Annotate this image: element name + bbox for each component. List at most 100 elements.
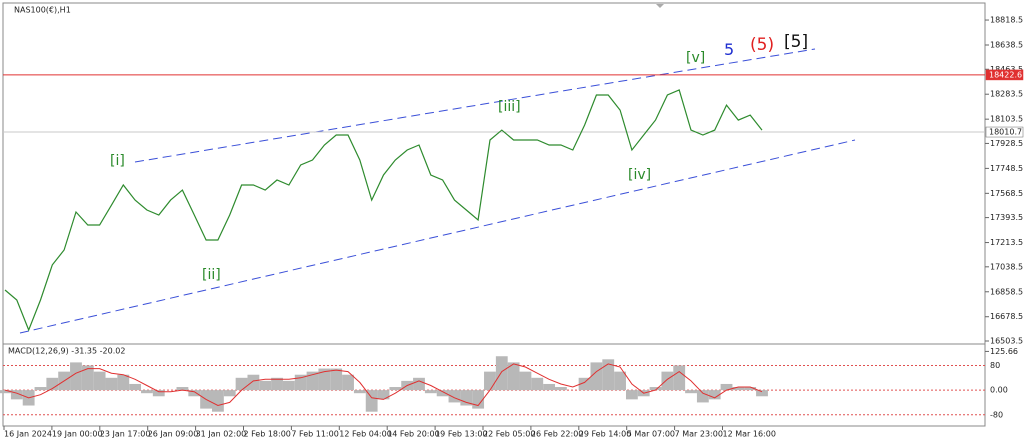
macd-bar xyxy=(531,377,544,391)
macd-bar xyxy=(271,377,283,391)
wave-label: [5] xyxy=(784,32,808,52)
macd-bar xyxy=(555,387,567,391)
macd-bar xyxy=(93,371,106,391)
price-level-label: 18010.7 xyxy=(989,128,1022,137)
x-tick-label: 29 Feb 14:00 xyxy=(579,430,631,439)
y-tick-label: 18818.5 xyxy=(990,16,1023,25)
x-tick-label: 7 Feb 11:00 xyxy=(291,430,338,439)
x-tick-label: 19 Jan 00:00 xyxy=(52,430,103,439)
wave-label: [i] xyxy=(110,153,125,169)
macd-bar xyxy=(519,371,532,391)
macd-bar xyxy=(543,383,556,391)
macd-bar xyxy=(614,371,626,391)
macd-bar xyxy=(377,390,390,400)
macd-bar xyxy=(70,362,82,391)
wave-label: [v] xyxy=(686,50,705,66)
macd-bar xyxy=(708,390,721,400)
x-tick-label: 16 Jan 2024 xyxy=(4,430,52,439)
y-tick-label: 17928.5 xyxy=(990,139,1023,148)
macd-bar xyxy=(696,390,709,403)
x-tick-label: 26 Feb 22:00 xyxy=(531,430,583,439)
y-tick-label: 16503.5 xyxy=(990,336,1023,345)
macd-bar xyxy=(330,368,343,391)
macd-bar xyxy=(590,362,603,391)
macd-bar xyxy=(389,387,402,391)
macd-bar xyxy=(223,390,236,397)
price-line xyxy=(4,89,763,332)
macd-bar xyxy=(602,359,615,391)
channel-lower xyxy=(19,139,856,334)
x-tick-label: 19 Feb 13:00 xyxy=(435,430,487,439)
y-tick-label: 18103.5 xyxy=(990,115,1023,124)
macd-bar xyxy=(34,387,47,391)
y-tick-label: 17393.5 xyxy=(990,213,1023,222)
macd-bar xyxy=(365,390,378,412)
macd-bar xyxy=(720,383,733,391)
macd-bar xyxy=(294,374,307,391)
macd-bar xyxy=(448,390,461,403)
macd-bar xyxy=(685,390,697,394)
macd-bar xyxy=(176,387,189,391)
macd-bar xyxy=(188,390,201,397)
macd-bar xyxy=(507,362,520,391)
x-tick-label: 12 Feb 04:00 xyxy=(339,430,391,439)
price-level-tag xyxy=(985,126,1024,138)
macd-bar xyxy=(235,377,248,391)
y-tick-label: 18638.5 xyxy=(990,40,1023,49)
channel-upper xyxy=(134,48,816,163)
x-tick-label: 7 Mar 23:00 xyxy=(675,430,723,439)
macd-bar xyxy=(436,390,449,397)
y-tick-label: 16678.5 xyxy=(990,312,1023,321)
macd-bar xyxy=(0,390,11,394)
macd-bar xyxy=(649,387,662,391)
macd-bar xyxy=(424,390,437,394)
macd-bar xyxy=(484,371,496,391)
macd-bar xyxy=(247,374,260,391)
y-tick-label: -80 xyxy=(990,410,1003,419)
macd-bar xyxy=(318,368,331,391)
macd-bar xyxy=(472,390,485,409)
shift-marker xyxy=(656,4,664,8)
macd-bar xyxy=(259,380,272,391)
x-tick-label: 26 Jan 09:00 xyxy=(148,430,199,439)
y-tick-label: 17748.5 xyxy=(990,164,1023,173)
wave-label: [iii] xyxy=(498,99,521,115)
x-tick-label: 12 Mar 16:00 xyxy=(723,430,776,439)
y-tick-label: 125.66 xyxy=(990,347,1018,356)
x-tick-label: 5 Mar 07:00 xyxy=(627,430,675,439)
y-tick-label: 17038.5 xyxy=(990,262,1023,271)
macd-bar xyxy=(732,387,745,391)
macd-bar xyxy=(211,390,224,412)
y-tick-label: 18463.5 xyxy=(990,65,1023,74)
y-tick-label: 17213.5 xyxy=(990,238,1023,247)
wave-label: 5 xyxy=(724,40,734,59)
y-tick-label: 17568.5 xyxy=(990,189,1023,198)
macd-bar xyxy=(744,387,757,391)
macd-bar xyxy=(129,383,142,391)
macd-bar xyxy=(673,365,686,391)
y-tick-label: 0.00 xyxy=(990,386,1008,395)
x-tick-label: 23 Jan 17:00 xyxy=(100,430,151,439)
price-level-tag xyxy=(985,69,1024,81)
wave-label: [iv] xyxy=(628,167,651,183)
x-tick-label: 2 Feb 18:00 xyxy=(244,430,291,439)
macd-bar xyxy=(117,374,130,391)
macd-bar xyxy=(578,377,591,391)
macd-bar xyxy=(625,390,638,400)
macd-bar xyxy=(46,377,59,391)
chart-title: NAS100(€),H1 xyxy=(14,6,71,15)
macd-bar xyxy=(10,390,23,400)
price-level-label: 18422.6 xyxy=(989,70,1022,79)
chart-frame xyxy=(2,2,986,427)
macd-bar xyxy=(460,390,473,406)
wave-label: (5) xyxy=(750,35,774,55)
macd-title: MACD(12,26,9) -31.35 -20.02 xyxy=(8,347,125,356)
x-tick-label: 22 Feb 05:00 xyxy=(483,430,535,439)
macd-bar xyxy=(282,380,295,391)
macd-bar xyxy=(152,390,165,397)
y-tick-label: 80 xyxy=(990,361,1000,370)
macd-bar xyxy=(353,390,366,394)
macd-bar xyxy=(495,356,508,391)
macd-bar xyxy=(413,377,425,391)
